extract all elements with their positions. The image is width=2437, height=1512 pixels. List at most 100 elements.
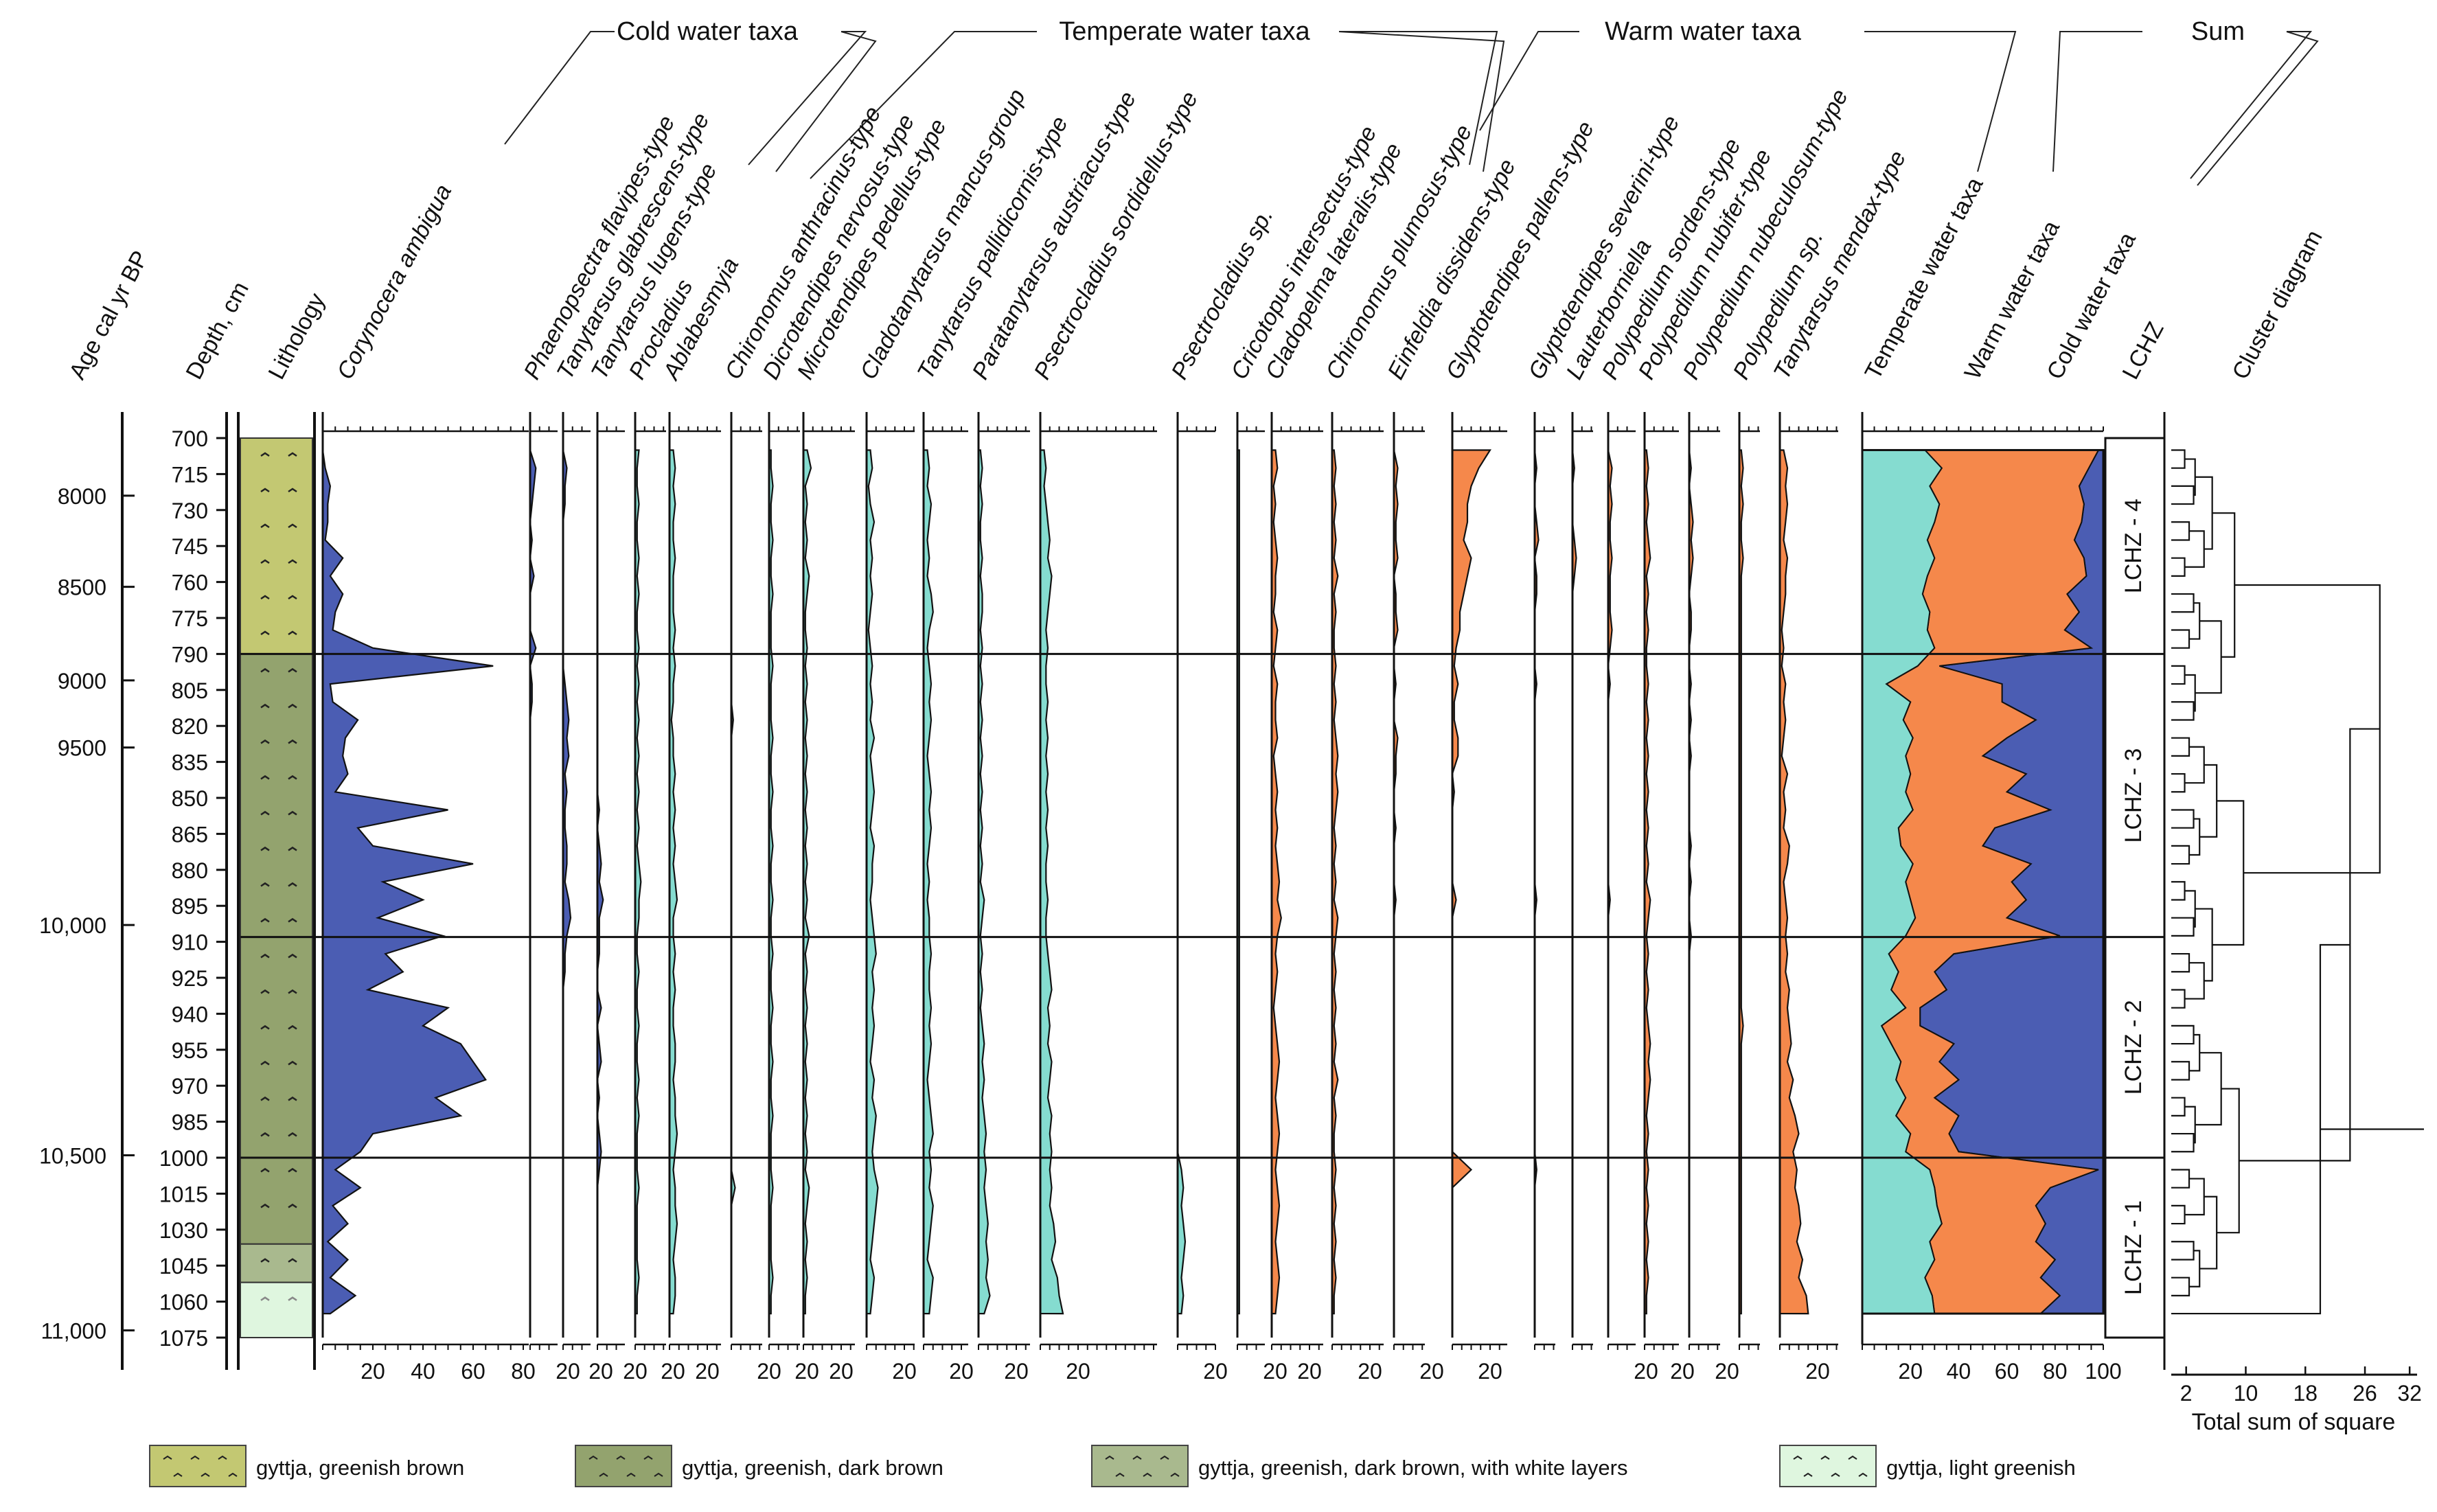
taxon-column: 20 xyxy=(802,412,855,1384)
depth-tick-label: 925 xyxy=(172,966,208,991)
lithology-texture-mark xyxy=(260,1258,270,1263)
age-tick-label: 8000 xyxy=(58,484,106,509)
dendrogram-link xyxy=(2184,746,2205,784)
dendrogram-link xyxy=(2171,1061,2190,1081)
depth-tick-label: 775 xyxy=(172,606,208,631)
lithology-texture-mark xyxy=(288,1203,297,1209)
taxon-column: 20 xyxy=(1176,412,1228,1384)
dendrogram-link xyxy=(2171,952,2190,973)
age-tick-label: 9500 xyxy=(58,736,106,761)
taxon-column: 20 40 60 80 xyxy=(321,412,536,1384)
dendrogram-link xyxy=(2171,593,2195,613)
legend-texture-mark xyxy=(1793,1455,1803,1460)
dendrogram-link xyxy=(2171,701,2195,721)
legend-swatch xyxy=(575,1445,672,1487)
legend-texture-mark xyxy=(1115,1472,1125,1477)
dendrogram-link xyxy=(2171,917,2195,937)
cluster-tick-label: 32 xyxy=(2397,1381,2422,1406)
lithology-texture-mark xyxy=(260,846,270,851)
lithology-texture-mark xyxy=(260,595,270,600)
taxon-tick-label: 20 xyxy=(1419,1359,1444,1384)
legend-texture-mark xyxy=(218,1455,227,1460)
taxon-tick-label: 20 xyxy=(1358,1359,1382,1384)
lithology-texture-mark xyxy=(260,1132,270,1137)
taxon-area xyxy=(321,450,494,1315)
lithology-texture-mark xyxy=(288,917,297,923)
lithology-unit xyxy=(240,653,313,1245)
sum-panel: 20 40 60 80 100 xyxy=(1861,412,2122,1384)
dendrogram-link xyxy=(2184,530,2205,568)
taxon-column: 20 xyxy=(1393,412,1444,1384)
sum-tick-label: 80 xyxy=(2043,1359,2068,1384)
taxon-area xyxy=(1331,449,1339,1315)
taxon-column: 20 xyxy=(1270,412,1323,1384)
legend-texture-mark xyxy=(1831,1472,1840,1477)
taxon-tick-label: 20 xyxy=(829,1359,854,1384)
lithology-texture-mark xyxy=(288,595,297,600)
lithology-texture-mark xyxy=(288,523,297,529)
legend-swatch xyxy=(1091,1445,1189,1487)
dendrogram-link xyxy=(2171,809,2195,829)
taxon-tick-label: 20 xyxy=(1478,1359,1502,1384)
depth-tick-label: 850 xyxy=(172,786,208,811)
lithology-unit xyxy=(240,437,313,655)
zone-label: LCHZ - 4 xyxy=(2120,499,2147,593)
legend-texture-mark xyxy=(616,1455,626,1460)
sum-tick-label: 60 xyxy=(1995,1359,2020,1384)
dendrogram-link xyxy=(2171,989,2186,1009)
legend-texture-mark xyxy=(163,1455,172,1460)
taxon-tick-label: 20 xyxy=(361,1359,385,1384)
lithology-column xyxy=(237,412,316,1370)
group-header-warm: Warm water taxa xyxy=(1605,17,1802,46)
taxon-column xyxy=(1738,412,1760,1350)
taxon-tick-label: 20 xyxy=(949,1359,974,1384)
taxon-area xyxy=(1270,449,1282,1315)
group-leader-line xyxy=(1338,31,1505,172)
dendrogram-link xyxy=(2171,845,2190,865)
depth-tick-label: 730 xyxy=(172,499,208,523)
lithology-texture-mark xyxy=(288,739,297,744)
dendrogram-link xyxy=(2184,962,2205,1000)
group-headers: Cold water taxa Temperate water taxa Warm … xyxy=(504,17,2319,186)
taxon-area xyxy=(668,449,678,1315)
taxon-area xyxy=(1643,449,1651,1315)
lithology-texture-mark xyxy=(260,1167,270,1173)
lithology-unit xyxy=(240,1243,313,1283)
lithology-texture-mark xyxy=(288,667,297,673)
dendrogram-link xyxy=(2199,1195,2218,1270)
lithology-texture-mark xyxy=(288,989,297,994)
lithology-label: Lithology xyxy=(264,289,330,384)
legend-texture-mark xyxy=(173,1472,183,1477)
group-leader-line xyxy=(2197,31,2319,186)
lithology-texture-mark xyxy=(288,810,297,816)
lithology-texture-mark xyxy=(288,630,297,636)
lithology-texture-mark xyxy=(288,846,297,851)
taxon-tick-label: 20 xyxy=(556,1359,580,1384)
legend-swatch xyxy=(1779,1445,1877,1487)
taxon-column: 20 xyxy=(865,412,917,1384)
group-leader-line xyxy=(775,31,877,172)
taxon-area xyxy=(802,449,812,1315)
dendrogram-link xyxy=(2171,1097,2186,1116)
taxon-column: 20 xyxy=(1778,412,1838,1384)
group-leader-line xyxy=(1864,31,2017,172)
dendrogram-link xyxy=(2199,764,2218,838)
legend-texture-mark xyxy=(1160,1455,1169,1460)
dendrogram-link xyxy=(2171,629,2190,649)
lithology-texture-mark xyxy=(260,1060,270,1066)
taxon-tick-label: 20 xyxy=(1715,1359,1739,1384)
dendrogram-link xyxy=(2234,584,2381,874)
dendrogram-link xyxy=(2212,512,2236,658)
column-labels: Age cal yr BP Depth, cm Lithology Corynocer… xyxy=(65,85,2328,385)
legend-texture-mark xyxy=(1170,1472,1180,1477)
dendrogram-link xyxy=(2171,485,2195,505)
taxon-tick-label: 20 xyxy=(892,1359,917,1384)
taxon-tick-label: 20 xyxy=(1670,1359,1695,1384)
age-tick-label: 10,000 xyxy=(39,913,106,938)
dendrogram-link xyxy=(2217,1088,2240,1234)
lithology-texture-mark xyxy=(288,775,297,780)
taxon-column: 20 xyxy=(668,412,721,1384)
legend-label: gyttja, greenish, dark brown xyxy=(682,1456,943,1480)
legend-texture-mark xyxy=(626,1472,636,1477)
